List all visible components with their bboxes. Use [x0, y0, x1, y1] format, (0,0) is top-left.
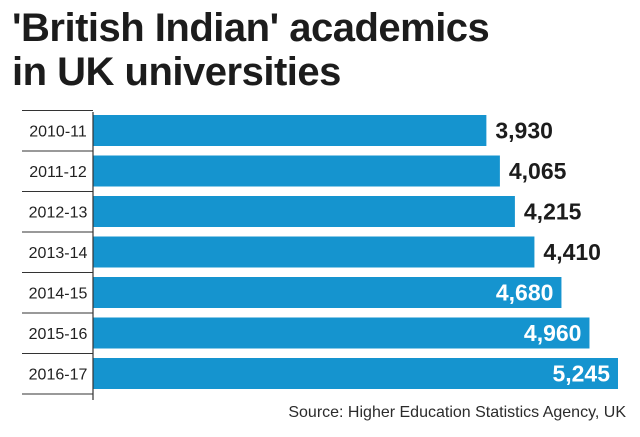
bar	[93, 277, 562, 308]
bar	[93, 317, 590, 349]
bar	[93, 155, 500, 187]
chart-title: 'British Indian' academics in UK univers…	[12, 6, 632, 94]
data-label: 4,215	[524, 199, 582, 225]
category-tick-label: 2015-16	[29, 326, 88, 343]
bar	[93, 196, 515, 227]
category-tick-label: 2016-17	[29, 367, 88, 384]
category-tick-label: 2013-14	[29, 245, 88, 262]
bar	[93, 115, 487, 146]
data-label: 4,680	[496, 280, 554, 306]
category-tick-label: 2014-15	[29, 286, 88, 303]
source-note: Source: Higher Education Statistics Agen…	[288, 404, 626, 421]
chart-title-line-2: in UK universities	[12, 50, 341, 94]
data-label: 4,410	[543, 239, 601, 265]
data-label: 4,960	[524, 320, 582, 346]
category-tick-label: 2010-11	[29, 124, 87, 141]
data-label: 3,930	[495, 118, 553, 144]
chart-title-line-1: 'British Indian' academics	[12, 6, 490, 50]
data-label: 5,245	[552, 361, 610, 387]
category-tick-label: 2012-13	[29, 205, 88, 222]
bar	[93, 358, 618, 389]
bar	[93, 236, 535, 268]
category-tick-label: 2011-12	[29, 164, 87, 181]
data-label: 4,065	[509, 158, 567, 184]
